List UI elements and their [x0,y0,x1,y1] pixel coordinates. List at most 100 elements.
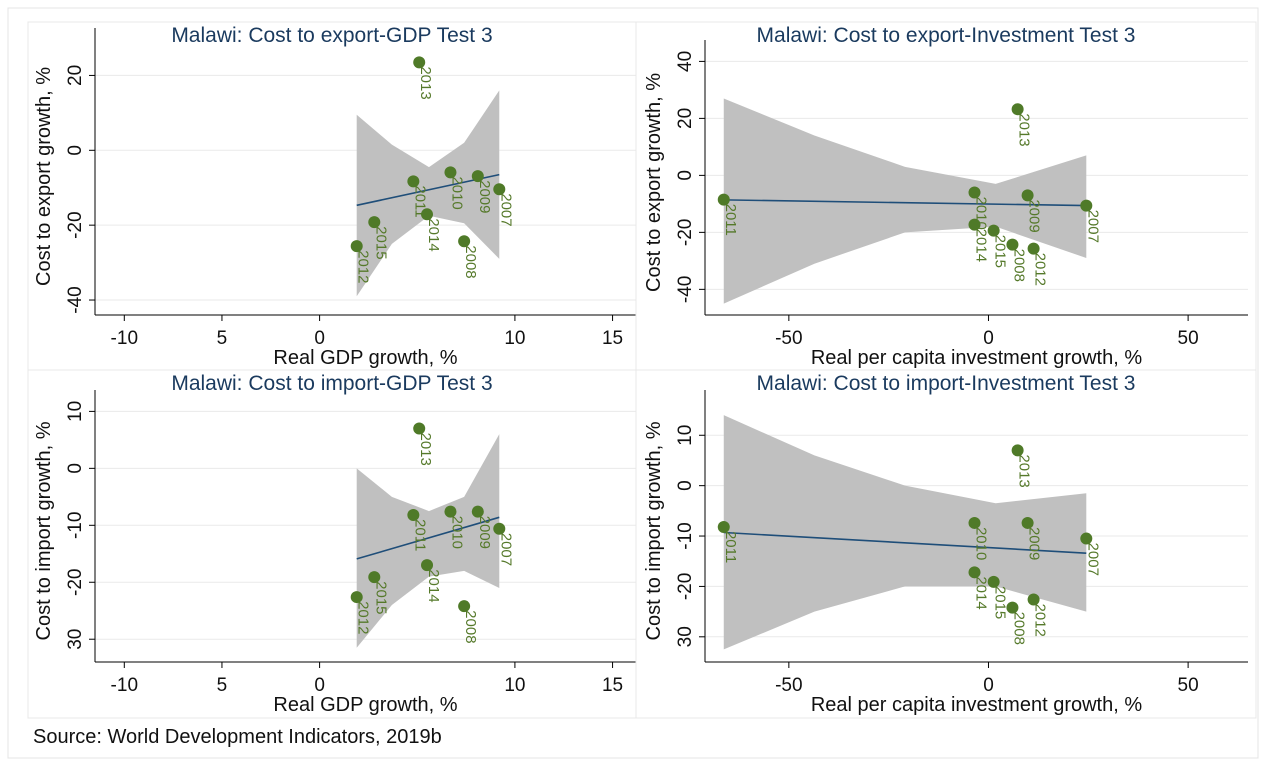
y-tick-label: 0 [65,463,86,474]
point-label: 2009 [476,516,493,549]
chart-title: Malawi: Cost to import-Investment Test 3 [757,372,1136,395]
point-label: 2012 [355,250,372,283]
point [1021,189,1034,202]
point-label: 2010 [973,527,990,560]
confidence-band [356,90,500,297]
y-tick-label: 0 [675,480,696,491]
point-label: 2009 [476,180,493,213]
fit-line [723,531,1087,554]
x-tick-label: 50 [1178,328,1199,349]
x-tick-label: -10 [111,328,138,349]
point-label: 2014 [425,218,442,251]
point-label: 2015 [992,235,1009,268]
point-label: 2009 [1026,199,1043,232]
point-label: 2013 [417,66,434,99]
y-tick-label: 0 [65,145,86,156]
y-tick-label: 20 [65,65,86,86]
point [413,56,426,69]
point-label: 2013 [1016,454,1033,487]
point-label: 2014 [425,569,442,602]
point [968,218,981,231]
x-tick-label: 10 [504,328,525,349]
x-axis-label: Real per capita investment growth, % [811,694,1142,716]
point-label: 2012 [1032,604,1049,637]
point-label: 2012 [355,601,372,634]
point-label: 2014 [973,229,990,262]
point [471,505,484,518]
x-tick-label: -50 [775,328,802,349]
y-tick-label: 0 [675,170,696,181]
y-axis-label: Cost to export growth, % [643,73,665,292]
point [1021,516,1034,529]
x-tick-label: 0 [983,328,994,349]
x-tick-label: 15 [602,328,623,349]
point [1080,532,1093,545]
frame [7,7,1259,759]
point-label: 2013 [417,432,434,465]
point [987,224,1000,237]
point [368,571,381,584]
confidence-band [723,98,1087,304]
point-label: 2010 [448,176,465,209]
x-axis-label: Real per capita investment growth, % [811,347,1142,369]
point [493,183,506,196]
point-label: 2011 [722,531,739,563]
point-label: 2007 [497,533,514,566]
y-tick-label: 10 [675,425,696,446]
y-tick-label: -20 [675,219,696,246]
chart-title: Malawi: Cost to import-GDP Test 3 [171,372,492,395]
point-label: 2008 [1010,249,1027,282]
chart-title: Malawi: Cost to export-Investment Test 3 [757,24,1136,47]
point [1006,238,1019,251]
y-axis-label: Cost to export growth, % [33,67,55,286]
x-tick-label: -50 [775,675,802,696]
point [413,422,426,435]
confidence-band [356,434,500,648]
point [407,175,420,188]
x-tick-label: 0 [983,675,994,696]
point [968,516,981,529]
x-axis-label: Real GDP growth, % [273,694,457,716]
panel-frame [635,369,1257,719]
y-tick-label: -40 [65,286,86,313]
point [1027,242,1040,255]
fit-line [356,516,500,560]
point-label: 2011 [722,204,739,236]
y-axis-label: Cost to import growth, % [33,421,55,640]
x-tick-label: 5 [217,675,228,696]
x-axis-label: Real GDP growth, % [273,347,457,369]
point-label: 2008 [1010,612,1027,645]
point [1006,601,1019,614]
x-tick-label: 0 [314,328,325,349]
point [968,566,981,579]
chart-title: Malawi: Cost to export-GDP Test 3 [171,24,492,47]
point [987,575,1000,588]
x-tick-label: 5 [217,328,228,349]
point [968,186,981,199]
y-axis-label: Cost to import growth, % [643,421,665,640]
y-tick-label: 10 [65,401,86,422]
y-tick-label: -40 [675,276,696,303]
point-label: 2014 [973,576,990,609]
point [350,591,363,604]
point [471,170,484,183]
y-tick-label: -10 [65,512,86,539]
x-tick-label: 10 [504,675,525,696]
point-label: 2008 [462,610,479,643]
y-tick-label: 30 [65,629,86,650]
y-tick-label: 40 [675,51,696,72]
y-tick-label: 30 [675,626,696,647]
point [444,166,457,179]
point-label: 2007 [1084,210,1101,243]
y-tick-label: -20 [65,569,86,596]
point [1011,103,1024,116]
point [368,216,381,229]
x-tick-label: 50 [1178,675,1199,696]
x-tick-label: -10 [111,675,138,696]
y-tick-label: -20 [65,211,86,238]
y-tick-label: 20 [675,108,696,129]
source-note: Source: World Development Indicators, 20… [33,726,442,748]
point [717,193,730,206]
